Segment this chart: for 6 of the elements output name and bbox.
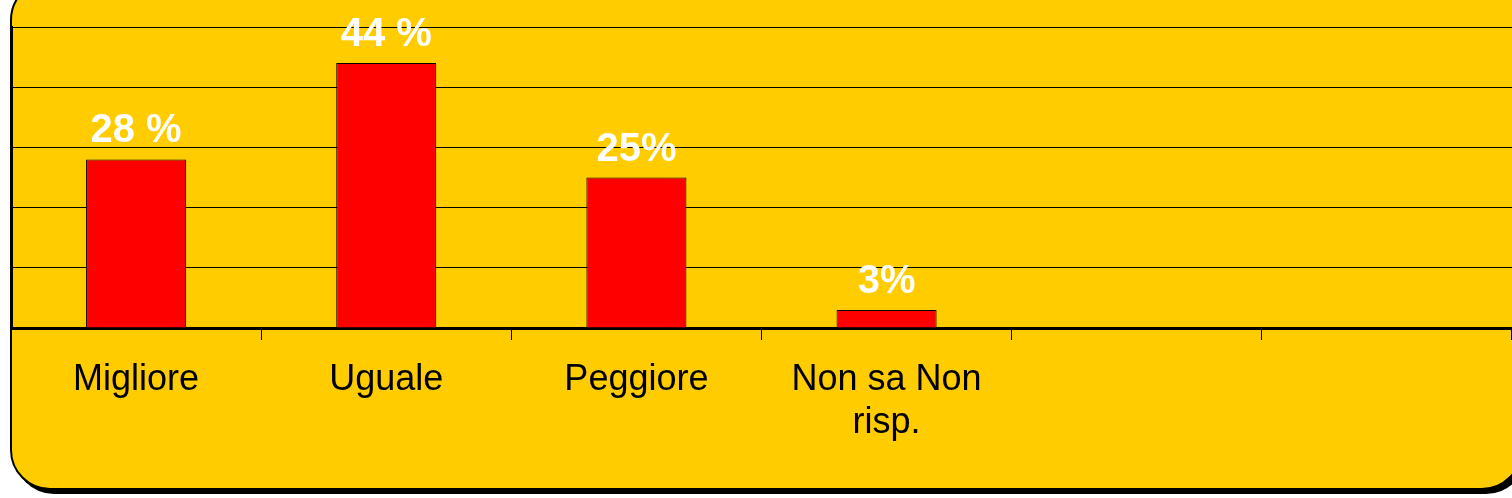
x-tick-label: Peggiore [564,356,709,398]
data-label: 3% [857,256,916,301]
x-tick-label: Non sa Non risp. [791,356,982,441]
x-tick-label: Uguale [329,356,444,398]
x-tick-label: Migliore [73,356,200,398]
data-label: 28 % [90,106,182,151]
